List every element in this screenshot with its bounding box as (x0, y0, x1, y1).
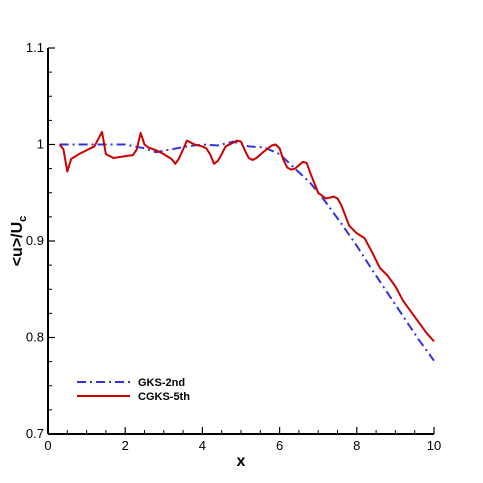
series-layer (58, 130, 435, 362)
legend: GKS-2nd CGKS-5th (77, 377, 190, 403)
x-tick-label: 6 (276, 438, 283, 453)
legend-label: CGKS-5th (138, 391, 190, 403)
legend-label: GKS-2nd (138, 377, 185, 389)
series-line-cgks-5th (58, 130, 435, 343)
y-tick-label: 1.1 (26, 40, 44, 55)
y-axis-title: <u>/Uc (9, 216, 29, 267)
y-tick-label: 0.9 (26, 233, 44, 248)
y-axis-title-main: <u>/U (9, 222, 26, 266)
y-tick-label: 0.8 (26, 330, 44, 345)
y-ticks: 0.7 0.8 0.9 1 1.1 (26, 40, 55, 441)
y-axis-title-subscript: c (17, 216, 29, 222)
x-tick-label: 10 (427, 438, 441, 453)
x-tick-label: 0 (44, 438, 51, 453)
x-tick-label: 2 (122, 438, 129, 453)
plot-frame (47, 48, 434, 435)
x-axis-title: x (237, 453, 246, 470)
x-tick-label: 4 (199, 438, 206, 453)
y-tick-label: 1 (37, 137, 44, 152)
series-line-gks-2nd (59, 140, 435, 362)
x-tick-label: 8 (353, 438, 360, 453)
x-ticks: 0 2 4 6 8 10 (44, 427, 441, 453)
y-tick-label: 0.7 (26, 426, 44, 441)
